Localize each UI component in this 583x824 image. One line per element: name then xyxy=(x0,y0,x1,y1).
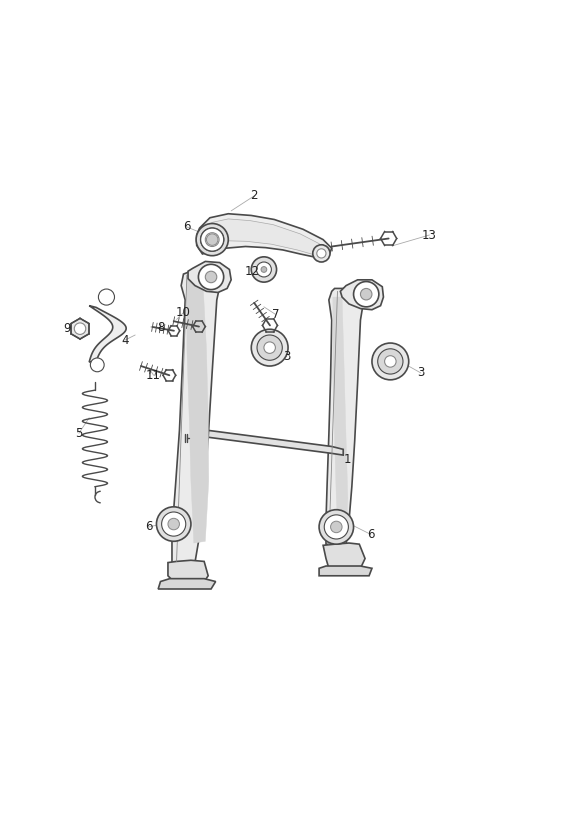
Circle shape xyxy=(261,267,267,273)
Text: 6: 6 xyxy=(145,521,153,533)
Polygon shape xyxy=(340,280,384,310)
Polygon shape xyxy=(333,297,348,541)
Circle shape xyxy=(198,265,224,289)
Circle shape xyxy=(251,330,288,366)
Text: 3: 3 xyxy=(283,350,290,363)
Circle shape xyxy=(74,323,86,335)
Circle shape xyxy=(90,358,104,372)
Circle shape xyxy=(196,223,229,255)
Circle shape xyxy=(372,343,409,380)
Text: 2: 2 xyxy=(250,190,258,203)
Text: 13: 13 xyxy=(422,228,437,241)
Polygon shape xyxy=(187,273,209,543)
Polygon shape xyxy=(326,288,363,545)
Circle shape xyxy=(205,271,217,283)
Circle shape xyxy=(319,510,353,544)
Polygon shape xyxy=(189,429,343,455)
Circle shape xyxy=(206,234,218,246)
Text: 11: 11 xyxy=(146,368,161,382)
Circle shape xyxy=(331,522,342,532)
Circle shape xyxy=(317,249,326,258)
Text: 8: 8 xyxy=(157,321,164,334)
Text: 9: 9 xyxy=(64,321,71,335)
Polygon shape xyxy=(199,219,325,255)
Circle shape xyxy=(201,228,224,251)
Circle shape xyxy=(257,262,272,277)
Polygon shape xyxy=(89,306,126,362)
Circle shape xyxy=(201,228,224,251)
Polygon shape xyxy=(319,566,372,576)
Text: 10: 10 xyxy=(176,306,191,319)
Polygon shape xyxy=(71,318,89,339)
Polygon shape xyxy=(323,543,365,569)
Text: 6: 6 xyxy=(367,528,374,541)
Polygon shape xyxy=(168,560,208,582)
Text: 5: 5 xyxy=(75,427,83,440)
Polygon shape xyxy=(188,261,231,293)
Circle shape xyxy=(264,342,275,353)
Circle shape xyxy=(161,512,186,536)
Circle shape xyxy=(205,232,219,246)
Circle shape xyxy=(257,335,282,360)
Text: 1: 1 xyxy=(344,452,352,466)
Circle shape xyxy=(156,507,191,541)
Circle shape xyxy=(378,349,403,374)
Text: 7: 7 xyxy=(272,308,279,321)
Circle shape xyxy=(353,282,379,307)
Circle shape xyxy=(251,257,276,282)
Circle shape xyxy=(168,518,180,530)
Text: 12: 12 xyxy=(245,265,260,278)
Polygon shape xyxy=(158,578,216,589)
Text: 3: 3 xyxy=(417,367,424,379)
Circle shape xyxy=(324,515,349,539)
Polygon shape xyxy=(172,269,220,564)
Circle shape xyxy=(385,356,396,368)
Text: 6: 6 xyxy=(183,221,191,233)
Text: 4: 4 xyxy=(121,334,129,347)
Circle shape xyxy=(312,245,330,262)
Circle shape xyxy=(360,288,372,300)
Circle shape xyxy=(99,289,114,305)
Polygon shape xyxy=(196,213,332,258)
